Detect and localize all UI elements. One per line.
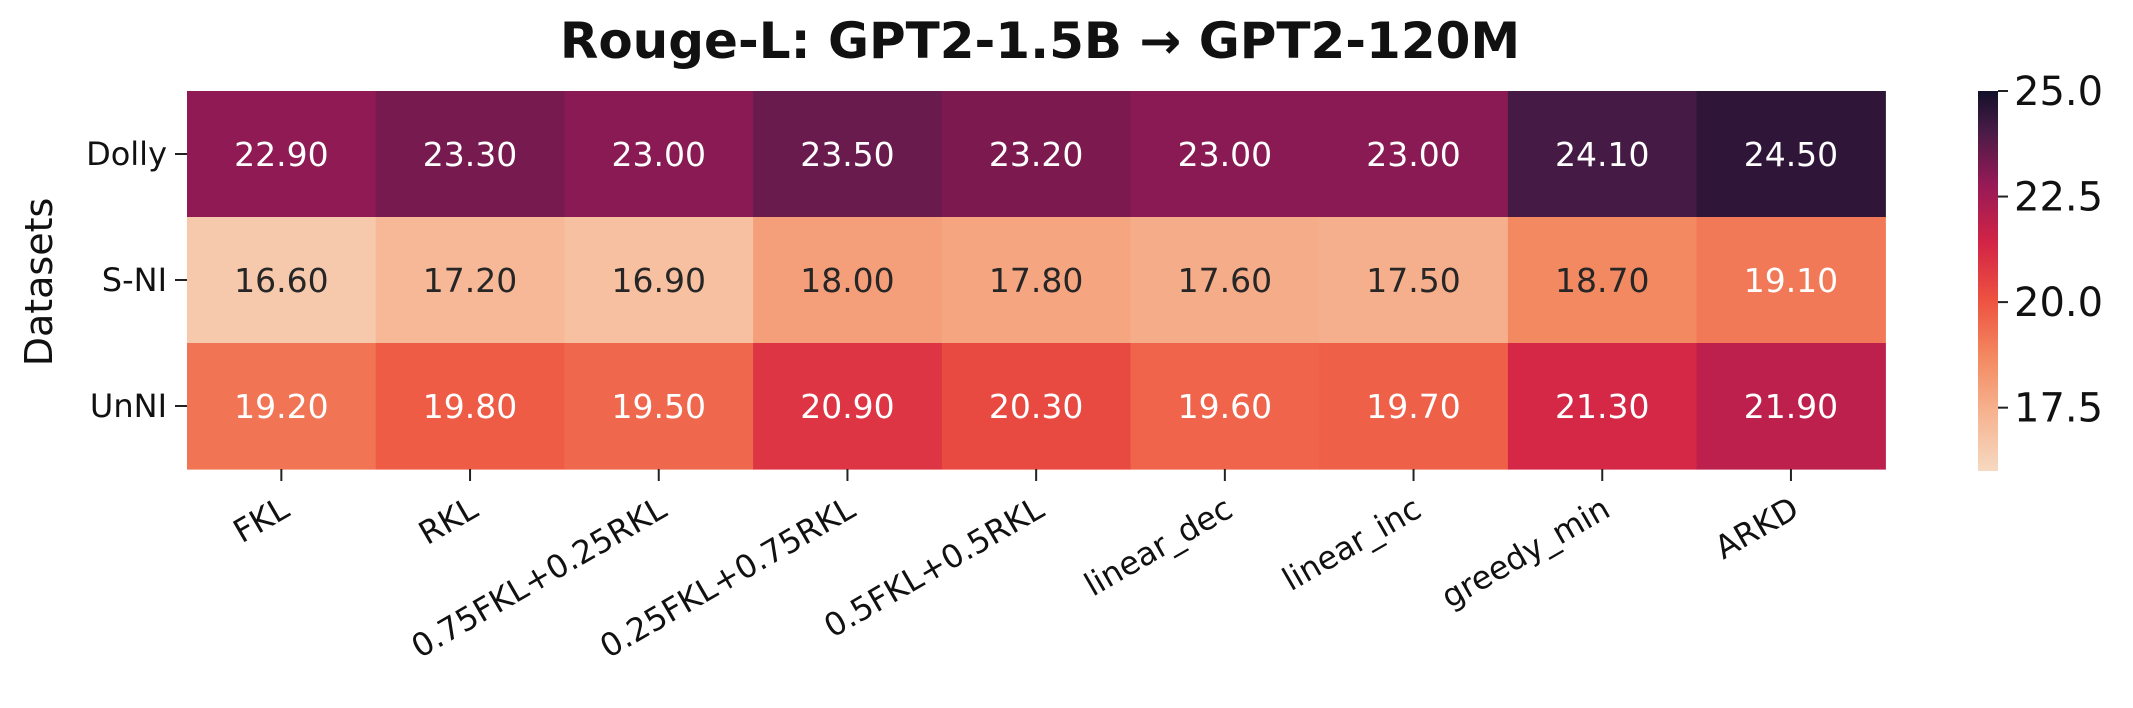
heatmap-cell <box>564 91 754 218</box>
cell-value-label: 17.60 <box>1178 261 1272 300</box>
colorbar: 17.5 20.0 22.5 25.0 <box>1978 69 2103 471</box>
cell-value-label: 17.50 <box>1366 261 1460 300</box>
y-axis-ticks: Dolly S-NI UnNI <box>86 135 187 425</box>
heatmap-cell <box>1696 343 1886 470</box>
x-tick-label: linear_inc <box>1276 489 1428 599</box>
heatmap-cell <box>753 91 943 218</box>
x-tick-label: RKL <box>412 489 484 553</box>
x-tick-label: linear_dec <box>1078 489 1239 604</box>
heatmap-cell <box>1696 91 1886 218</box>
cell-value-label: 24.50 <box>1744 135 1838 174</box>
heatmap-cell <box>1130 217 1320 344</box>
heatmap-cell <box>187 343 377 470</box>
cell-value-label: 18.00 <box>800 261 894 300</box>
heatmap-cell <box>1130 91 1320 218</box>
heatmap-cell <box>1507 343 1698 470</box>
cell-value-label: 20.30 <box>989 387 1083 426</box>
y-tick-label: UnNI <box>90 387 167 425</box>
cell-value-label: 16.90 <box>612 261 706 300</box>
colorbar-tick-label: 17.5 <box>2014 386 2103 432</box>
heatmap-cell <box>941 217 1132 344</box>
cell-value-label: 18.70 <box>1555 261 1649 300</box>
cell-value-label: 24.10 <box>1555 135 1649 174</box>
cell-value-label: 19.20 <box>234 387 328 426</box>
cell-value-label: 23.00 <box>1366 135 1460 174</box>
heatmap-cell <box>187 217 377 344</box>
heatmap-cell <box>1507 91 1698 218</box>
cell-value-label: 17.20 <box>423 261 517 300</box>
x-tick-label: greedy_min <box>1435 489 1617 616</box>
cell-value-label: 16.60 <box>234 261 328 300</box>
cell-value-label: 19.10 <box>1744 261 1838 300</box>
cell-value-label: 19.70 <box>1366 387 1460 426</box>
heatmap-cell <box>753 217 943 344</box>
heatmap-cell <box>1696 217 1886 344</box>
heatmap-cell <box>564 343 754 470</box>
heatmap-cell <box>1319 343 1509 470</box>
colorbar-gradient <box>1978 91 1998 471</box>
cell-value-label: 22.90 <box>234 135 328 174</box>
colorbar-tick-label: 20.0 <box>2014 280 2103 326</box>
heatmap-cell <box>1130 343 1320 470</box>
heatmap-cell <box>1507 217 1698 344</box>
cell-value-label: 23.20 <box>989 135 1083 174</box>
cell-value-label: 17.80 <box>989 261 1083 300</box>
colorbar-tick-label: 25.0 <box>2014 69 2103 115</box>
heatmap-cell-labels: 22.90 23.30 23.00 23.50 23.20 23.00 23.00 24.10… <box>234 135 1838 426</box>
heatmap-cell <box>187 91 377 218</box>
x-tick-label: ARKD <box>1708 489 1805 567</box>
heatmap-cell <box>1319 217 1509 344</box>
chart-title: Rouge-L: GPT2-1.5B → GPT2-120M <box>560 12 1520 70</box>
cell-value-label: 23.50 <box>800 135 894 174</box>
heatmap-cell <box>1319 91 1509 218</box>
heatmap-cell <box>375 91 565 218</box>
heatmap-cell <box>753 343 943 470</box>
heatmap-cell <box>941 343 1132 470</box>
y-axis-label: Datasets <box>17 198 61 367</box>
cell-value-label: 21.30 <box>1555 387 1649 426</box>
cell-value-label: 19.60 <box>1178 387 1272 426</box>
y-tick-label: Dolly <box>86 135 167 173</box>
cell-value-label: 20.90 <box>800 387 894 426</box>
cell-value-label: 21.90 <box>1744 387 1838 426</box>
heatmap-cell <box>375 343 565 470</box>
heatmap-cell <box>564 217 754 344</box>
heatmap-cells <box>187 91 1886 470</box>
x-axis-ticks: FKL RKL0.75FKL+0.25RKL0.25FKL+0.75RKL0.5F… <box>227 469 1805 666</box>
y-tick-label: S-NI <box>102 261 167 299</box>
x-tick-label: FKL <box>227 489 296 551</box>
cell-value-label: 23.30 <box>423 135 517 174</box>
heatmap-cell <box>941 91 1132 218</box>
cell-value-label: 19.50 <box>612 387 706 426</box>
colorbar-tick-label: 22.5 <box>2014 175 2103 221</box>
cell-value-label: 19.80 <box>423 387 517 426</box>
cell-value-label: 23.00 <box>612 135 706 174</box>
cell-value-label: 23.00 <box>1178 135 1272 174</box>
heatmap-cell <box>375 217 565 344</box>
